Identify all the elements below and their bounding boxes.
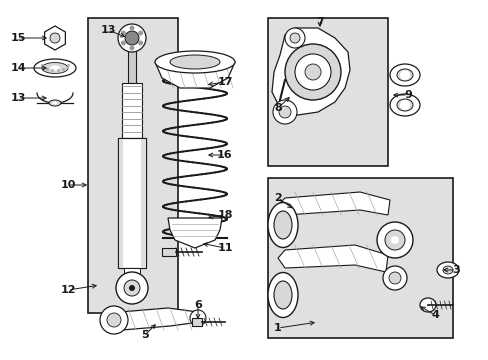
Circle shape <box>390 236 398 244</box>
Text: 17: 17 <box>217 77 232 87</box>
Ellipse shape <box>155 51 235 73</box>
Circle shape <box>129 26 134 31</box>
Ellipse shape <box>42 63 68 73</box>
Ellipse shape <box>34 59 76 77</box>
Ellipse shape <box>389 94 419 116</box>
Polygon shape <box>44 26 65 50</box>
Circle shape <box>100 306 128 334</box>
Circle shape <box>384 230 404 250</box>
Polygon shape <box>278 192 389 215</box>
Bar <box>122 83 142 138</box>
Ellipse shape <box>267 202 297 248</box>
Text: 11: 11 <box>217 243 232 253</box>
Circle shape <box>285 44 340 100</box>
Text: 8: 8 <box>274 103 281 113</box>
Circle shape <box>190 310 205 326</box>
Ellipse shape <box>50 66 60 71</box>
Polygon shape <box>108 308 200 330</box>
Text: 12: 12 <box>60 285 76 295</box>
Ellipse shape <box>389 64 419 86</box>
Ellipse shape <box>267 273 297 318</box>
Text: 15: 15 <box>10 33 26 43</box>
Circle shape <box>121 31 125 36</box>
Circle shape <box>125 31 139 45</box>
Ellipse shape <box>396 99 412 111</box>
Circle shape <box>294 54 330 90</box>
Circle shape <box>124 280 140 296</box>
Bar <box>162 248 176 256</box>
Circle shape <box>388 272 400 284</box>
Text: 7: 7 <box>315 17 323 27</box>
Bar <box>124 268 140 288</box>
Circle shape <box>129 285 135 291</box>
Bar <box>119 139 123 267</box>
Circle shape <box>121 40 125 45</box>
Text: 10: 10 <box>60 180 76 190</box>
Bar <box>267 178 452 338</box>
Polygon shape <box>278 245 387 272</box>
Text: 13: 13 <box>10 93 26 103</box>
Bar <box>192 318 202 326</box>
Circle shape <box>50 33 60 43</box>
Bar <box>128 28 136 83</box>
Text: 5: 5 <box>141 330 148 340</box>
Ellipse shape <box>49 100 61 106</box>
Text: 13: 13 <box>100 25 116 35</box>
Ellipse shape <box>442 266 452 274</box>
Circle shape <box>382 266 406 290</box>
Ellipse shape <box>273 211 291 239</box>
Ellipse shape <box>170 55 220 69</box>
Circle shape <box>129 45 134 50</box>
Circle shape <box>289 33 299 43</box>
Circle shape <box>138 40 143 45</box>
Ellipse shape <box>436 262 458 278</box>
Ellipse shape <box>419 298 435 312</box>
Circle shape <box>272 100 296 124</box>
Circle shape <box>376 222 412 258</box>
Circle shape <box>107 313 121 327</box>
Circle shape <box>399 100 409 110</box>
Text: 9: 9 <box>403 90 411 100</box>
Text: 1: 1 <box>274 323 281 333</box>
Circle shape <box>285 28 305 48</box>
Text: 2: 2 <box>274 193 281 203</box>
Polygon shape <box>155 62 235 88</box>
Bar <box>267 18 387 166</box>
Text: 18: 18 <box>217 210 232 220</box>
Polygon shape <box>168 218 222 248</box>
Bar <box>141 139 145 267</box>
Ellipse shape <box>396 69 412 81</box>
Text: 6: 6 <box>194 300 202 310</box>
Ellipse shape <box>52 102 58 104</box>
Circle shape <box>279 106 290 118</box>
Text: 4: 4 <box>430 310 438 320</box>
Bar <box>88 18 178 313</box>
Text: 3: 3 <box>451 265 459 275</box>
Bar <box>118 138 146 268</box>
Circle shape <box>138 31 143 36</box>
Polygon shape <box>271 28 349 115</box>
Circle shape <box>305 64 320 80</box>
Circle shape <box>399 70 409 80</box>
Ellipse shape <box>273 281 291 309</box>
Text: 16: 16 <box>217 150 232 160</box>
Circle shape <box>116 272 148 304</box>
Circle shape <box>118 24 146 52</box>
Text: 14: 14 <box>10 63 26 73</box>
